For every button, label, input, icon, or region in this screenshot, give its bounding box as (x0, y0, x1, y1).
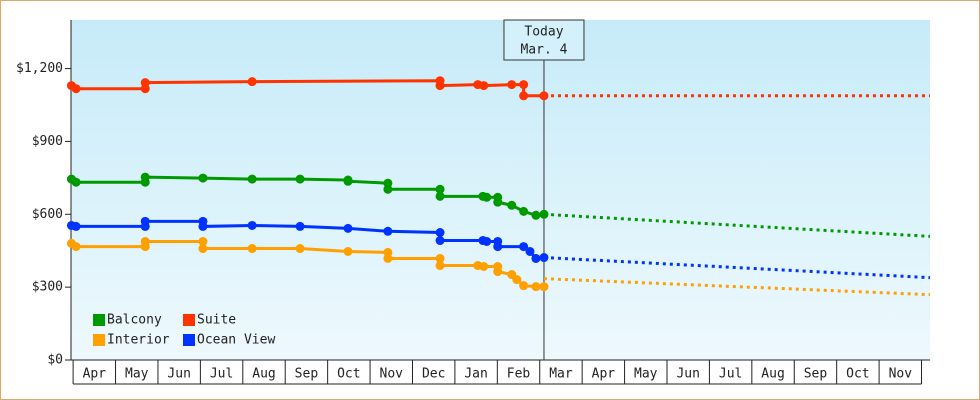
point (519, 91, 529, 101)
point (435, 184, 445, 194)
point (71, 221, 81, 231)
point (198, 244, 208, 254)
point (493, 267, 503, 277)
point (383, 226, 393, 236)
point (539, 91, 549, 101)
x-tick-label: Oct (337, 367, 360, 382)
point (435, 228, 445, 237)
x-tick-label: Jul (719, 367, 742, 382)
point (539, 282, 549, 292)
point (531, 253, 541, 263)
point (435, 253, 445, 263)
x-tick-label: Nov (380, 367, 404, 382)
point (479, 81, 489, 91)
x-tick-label: Sep (295, 367, 319, 382)
point (343, 246, 353, 256)
today-label: Today (524, 25, 563, 40)
forecast-line (543, 256, 931, 280)
point (198, 173, 208, 183)
point (140, 236, 150, 246)
point (519, 242, 529, 252)
point (539, 209, 549, 219)
y-tick-label: $0 (47, 353, 63, 368)
x-tick-label: Mar (549, 367, 573, 382)
y-tick-label: $600 (32, 207, 63, 222)
x-tick-label: Sep (804, 367, 828, 382)
point (519, 206, 529, 216)
legend-swatch (183, 334, 195, 346)
point (295, 174, 305, 184)
point (493, 197, 503, 207)
point (482, 192, 492, 202)
legend-label: Interior (107, 333, 170, 348)
point (507, 200, 517, 210)
x-tick-label: May (634, 367, 658, 382)
x-tick-label: Jan (464, 367, 487, 382)
legend-label: Suite (197, 313, 236, 328)
legend-swatch (183, 314, 195, 326)
x-tick-label: Feb (507, 367, 531, 382)
point (435, 191, 445, 201)
legend-swatch (93, 334, 105, 346)
point (531, 210, 541, 220)
legend-swatch (93, 314, 105, 326)
point (435, 236, 445, 246)
y-tick-label: $300 (32, 280, 63, 295)
point (479, 262, 489, 271)
point (493, 242, 503, 252)
x-tick-label: Oct (846, 367, 869, 382)
plot-area (71, 20, 930, 360)
point (71, 177, 81, 187)
today-box (503, 19, 585, 61)
point (343, 176, 353, 186)
point (343, 223, 353, 233)
x-tick-label: Apr (592, 367, 616, 382)
point (71, 242, 81, 252)
point (531, 282, 541, 292)
point (295, 244, 305, 254)
point (539, 253, 549, 263)
point (140, 216, 150, 226)
y-tick-label: $1,200 (16, 61, 63, 76)
point (198, 236, 208, 246)
point (525, 246, 535, 256)
legend-label: Balcony (107, 313, 162, 328)
point (71, 84, 81, 94)
legend-label: Ocean View (197, 333, 275, 348)
today-label: Mar. 4 (520, 43, 567, 58)
point (247, 220, 257, 230)
point (512, 275, 522, 285)
point (295, 221, 305, 231)
point (383, 253, 393, 263)
point (140, 78, 150, 88)
x-tick-label: Jun (167, 367, 190, 382)
x-tick-label: Dec (422, 367, 445, 382)
point (247, 174, 257, 184)
x-tick-label: Jun (676, 367, 699, 382)
x-tick-label: Aug (761, 367, 784, 382)
x-tick-label: May (125, 367, 149, 382)
point (519, 281, 529, 291)
point (482, 236, 492, 246)
point (140, 172, 150, 182)
point (507, 80, 517, 90)
point (435, 261, 445, 271)
x-tick-label: Nov (889, 367, 913, 382)
point (383, 184, 393, 194)
x-tick-label: Apr (83, 367, 107, 382)
x-tick-label: Aug (252, 367, 275, 382)
forecast-line (543, 277, 931, 297)
x-tick-label: Jul (210, 367, 233, 382)
point (519, 80, 529, 90)
y-tick-label: $900 (32, 134, 63, 149)
forecast-line (543, 212, 931, 238)
point (247, 77, 257, 87)
point (247, 244, 257, 254)
point (435, 81, 445, 91)
point (198, 221, 208, 231)
